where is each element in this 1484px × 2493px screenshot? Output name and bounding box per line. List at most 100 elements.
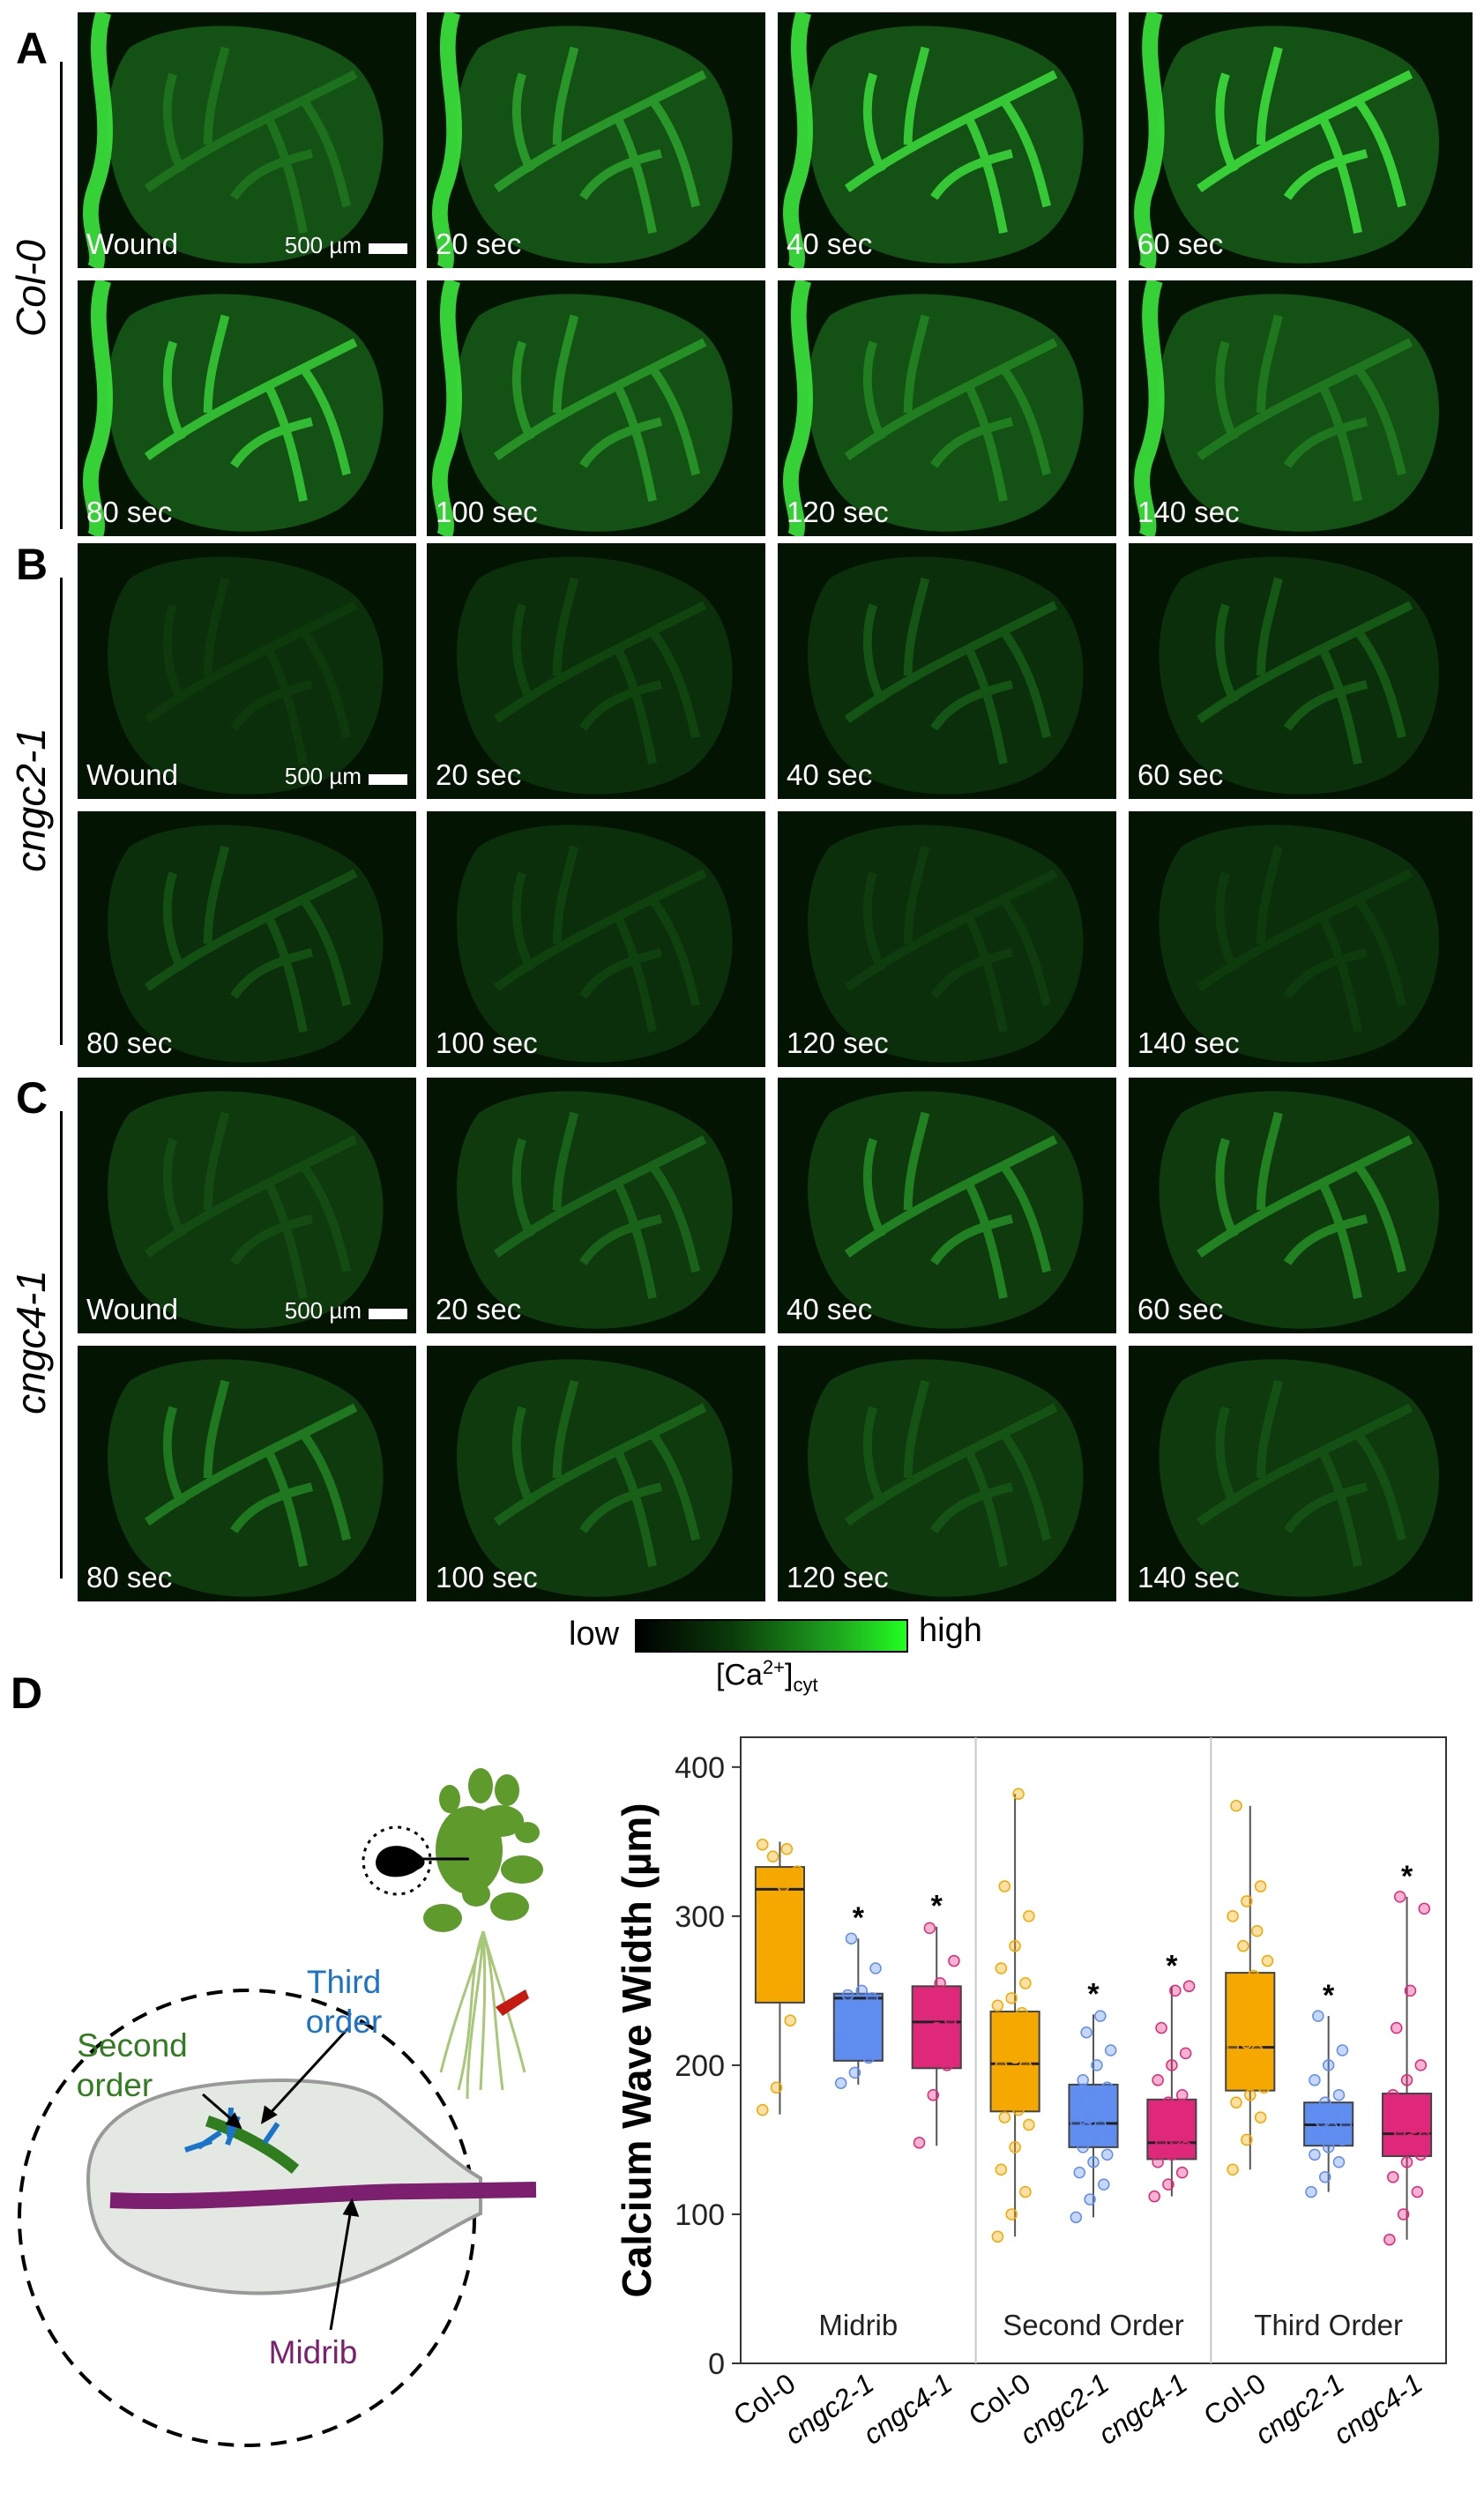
x-tick-label: cngc2-1: [779, 2367, 879, 2451]
data-point: [1244, 2088, 1257, 2101]
y-tick-label: 400: [675, 1751, 725, 1785]
data-point: [1397, 2107, 1410, 2119]
leaf-outline: [86, 2079, 482, 2295]
data-point: [1336, 2133, 1349, 2146]
data-point: [1309, 2074, 1321, 2086]
image-tile-cngc4-1-0: Wound 500 µm: [78, 1078, 416, 1333]
y-axis-label: Calcium Wave Width (µm): [614, 1803, 660, 2297]
data-point: [916, 2036, 929, 2049]
data-point: [855, 1984, 869, 1997]
data-point: [1005, 1992, 1018, 2004]
data-point: [1148, 2190, 1160, 2203]
data-point: [995, 2059, 1008, 2071]
image-tile-cngc4-1-4: 80 sec: [78, 1346, 416, 1601]
data-point: [1087, 2156, 1100, 2168]
leaf-fluorescence: [1159, 1359, 1440, 1597]
group-label: Midrib: [818, 2309, 898, 2341]
image-tile-cngc4-1-7: 140 sec: [1129, 1346, 1473, 1601]
colorbar-title-close: ]: [785, 1658, 794, 1692]
data-point: [1414, 2148, 1428, 2161]
data-point: [1227, 2163, 1239, 2176]
data-point: [757, 1838, 769, 1851]
data-point: [1005, 2066, 1018, 2079]
leaf-fluorescence: [808, 825, 1084, 1063]
scale-bar: [369, 243, 407, 254]
data-point: [757, 2103, 769, 2116]
data-point: [991, 1999, 1004, 2012]
data-point: [913, 2137, 926, 2149]
scale-bar-label: 500 µm: [284, 1297, 362, 1324]
x-tick-label: cngc2-1: [1014, 2367, 1115, 2451]
panel-letter-a: A: [16, 24, 48, 73]
data-point: [791, 1865, 803, 1877]
label-second-order-line2: order: [77, 2067, 153, 2103]
image-tile-cngc2-1-4: 80 sec: [78, 811, 416, 1067]
data-point: [1080, 2026, 1092, 2039]
data-point: [1173, 2111, 1185, 2124]
data-point: [1234, 2074, 1246, 2086]
genotype-bar-c: [60, 1111, 63, 1579]
image-tile-cngc4-1-6: 120 sec: [778, 1346, 1116, 1601]
leaf-vein-schematic: Second order Third order Midrib: [18, 1768, 543, 2447]
data-point: [1237, 2051, 1249, 2064]
data-point: [995, 2163, 1008, 2176]
leaf-fluorescence: [783, 280, 1084, 536]
image-tile-cngc2-1-0: Wound 500 µm: [78, 543, 416, 799]
leaf-fluorescence: [808, 1359, 1084, 1597]
image-tile-cngc2-1-1: 20 sec: [427, 543, 765, 799]
data-point: [1332, 2088, 1346, 2101]
time-label: 140 sec: [1137, 496, 1240, 528]
leaf-fluorescence: [808, 556, 1084, 795]
image-tile-cngc4-1-2: 40 sec: [778, 1078, 1116, 1333]
colorbar-title-sub: cyt: [793, 1674, 818, 1697]
data-point: [841, 1989, 854, 2002]
y-tick-label: 100: [675, 2198, 725, 2232]
data-point: [773, 1954, 787, 1967]
data-point: [1091, 2059, 1103, 2071]
data-point: [759, 1984, 772, 1997]
data-point: [1414, 2059, 1428, 2071]
data-point: [1100, 2081, 1114, 2094]
data-point: [1383, 2116, 1396, 2128]
data-point: [930, 2021, 943, 2034]
image-tile-col-0-2: 40 sec: [778, 12, 1116, 268]
data-point: [1230, 1800, 1242, 1812]
data-point: [1230, 2096, 1242, 2109]
data-point: [998, 2036, 1011, 2049]
image-tile-col-0-0: Wound 500 µm: [78, 12, 416, 268]
scale-bar-label: 500 µm: [284, 232, 362, 258]
data-point: [1257, 1999, 1271, 2012]
data-point: [1152, 2074, 1164, 2086]
leaf-fluorescence: [1134, 280, 1440, 536]
time-label: Wound: [86, 1293, 178, 1325]
data-point: [1227, 2041, 1239, 2054]
data-point: [1400, 2074, 1413, 2086]
y-tick-label: 200: [675, 2049, 725, 2083]
time-label: 80 sec: [86, 496, 173, 528]
data-point: [1152, 2156, 1164, 2168]
significance-marker: *: [1401, 1860, 1413, 1893]
data-point: [1322, 2059, 1335, 2071]
time-label: 20 sec: [436, 228, 522, 260]
data-point: [1383, 2233, 1396, 2246]
colorbar-title-sup: 2+: [762, 1656, 786, 1678]
data-point: [1404, 1984, 1417, 1997]
data-point: [838, 2029, 851, 2041]
image-tile-cngc2-1-7: 140 sec: [1129, 811, 1473, 1067]
box-iqr: [989, 2011, 1040, 2113]
group-label: Third Order: [1254, 2309, 1403, 2341]
data-point: [1012, 2029, 1025, 2041]
box-iqr: [1382, 2093, 1433, 2158]
leaf-fluorescence: [432, 12, 733, 268]
data-point: [991, 2230, 1004, 2243]
genotype-label-b: cngc2-1: [8, 728, 54, 872]
data-point: [1080, 2122, 1092, 2134]
label-midrib: Midrib: [269, 2334, 358, 2370]
genotype-label-c: cngc4-1: [8, 1270, 54, 1414]
data-point: [1411, 2185, 1424, 2198]
time-label: 40 sec: [787, 1293, 873, 1325]
data-point: [927, 2088, 940, 2101]
data-point: [1023, 1910, 1035, 1922]
colorbar-high-label: high: [919, 1612, 982, 1649]
label-third-order-line2: order: [306, 2004, 382, 2040]
